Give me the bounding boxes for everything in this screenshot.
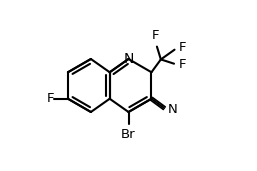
Text: Br: Br — [121, 128, 136, 141]
Text: N: N — [123, 52, 134, 66]
Text: F: F — [178, 58, 186, 71]
Text: F: F — [47, 92, 54, 105]
Text: F: F — [179, 41, 186, 54]
Text: N: N — [168, 102, 178, 116]
Text: F: F — [151, 29, 159, 42]
